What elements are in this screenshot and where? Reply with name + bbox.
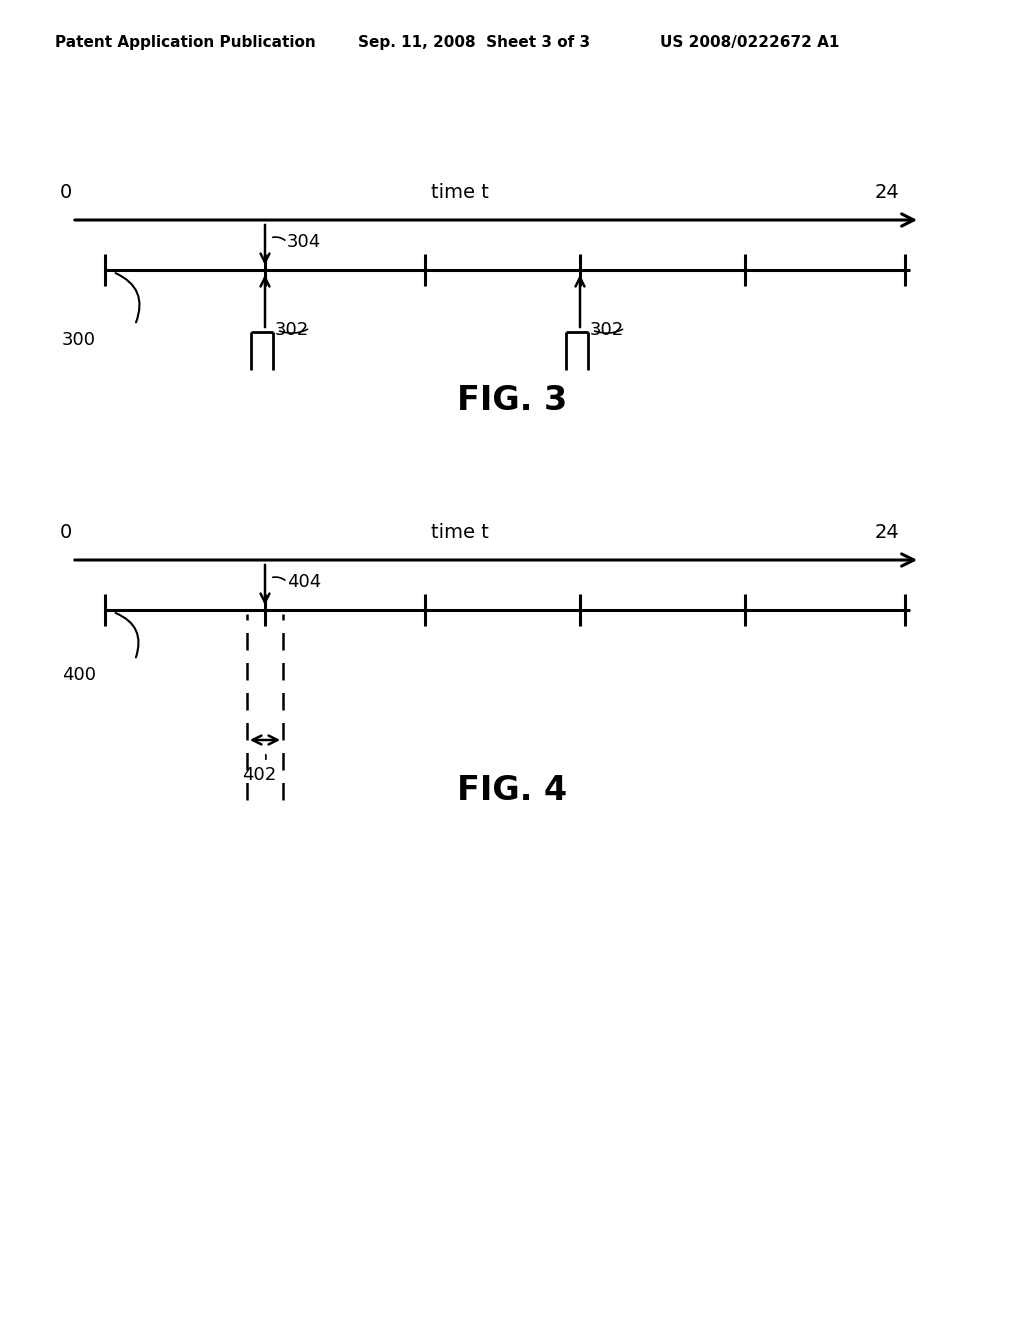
Text: 0: 0	[60, 182, 73, 202]
Text: Patent Application Publication: Patent Application Publication	[55, 34, 315, 49]
Text: 302: 302	[275, 321, 309, 339]
Text: time t: time t	[431, 523, 488, 541]
Text: 400: 400	[62, 667, 96, 684]
Text: 24: 24	[874, 523, 900, 541]
Text: FIG. 4: FIG. 4	[457, 774, 567, 807]
Text: 404: 404	[287, 573, 322, 591]
Text: 300: 300	[62, 331, 96, 348]
Text: 304: 304	[287, 234, 322, 251]
Text: time t: time t	[431, 182, 488, 202]
Text: Sep. 11, 2008  Sheet 3 of 3: Sep. 11, 2008 Sheet 3 of 3	[358, 34, 590, 49]
Text: 24: 24	[874, 182, 900, 202]
Text: 0: 0	[60, 523, 73, 541]
Text: 302: 302	[590, 321, 625, 339]
Text: 402: 402	[242, 766, 276, 784]
Text: US 2008/0222672 A1: US 2008/0222672 A1	[660, 34, 840, 49]
Text: FIG. 3: FIG. 3	[457, 384, 567, 417]
